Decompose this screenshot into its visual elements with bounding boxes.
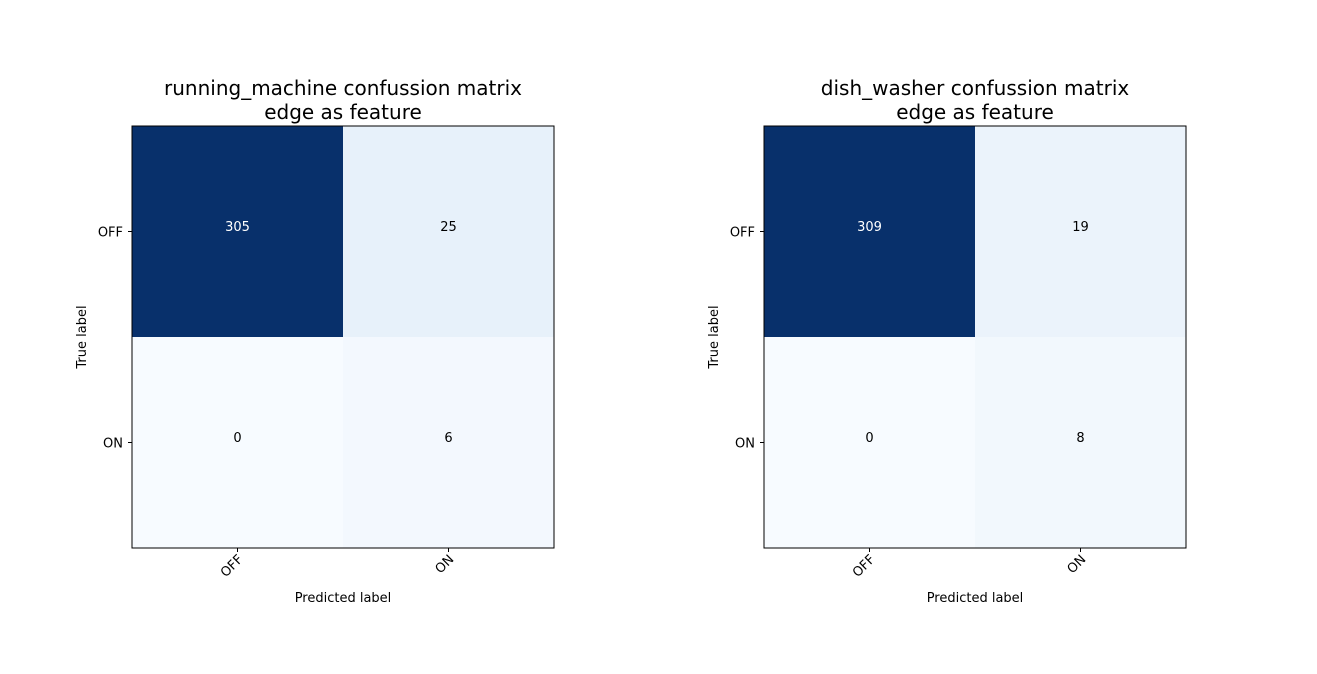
y-tick-label: OFF	[98, 226, 123, 241]
heatmap-cell	[132, 126, 344, 338]
heatmap-cell	[975, 126, 1187, 338]
x-tick-label: ON	[1065, 552, 1090, 577]
cell-value-label: 8	[1076, 431, 1084, 446]
cell-value-label: 0	[233, 431, 241, 446]
cell-value-label: 19	[1072, 220, 1089, 235]
panel-dish-washer: dish_washer confussion matrix edge as fe…	[707, 76, 1187, 606]
heatmap-cell	[343, 337, 555, 549]
y-axis-label: True label	[707, 305, 722, 369]
heatmap-cell	[343, 126, 555, 338]
x-axis-label: Predicted label	[295, 591, 392, 606]
heatmap-cell	[975, 337, 1187, 549]
x-tick-label: OFF	[218, 552, 246, 580]
heatmap-cell	[764, 126, 976, 338]
cell-value-label: 25	[440, 220, 457, 235]
chart-title-line1: running_machine confussion matrix	[164, 76, 522, 100]
x-tick-label: ON	[433, 552, 458, 577]
cell-value-label: 0	[865, 431, 873, 446]
y-axis-label: True label	[75, 305, 90, 369]
panel-running-machine: running_machine confussion matrix edge a…	[75, 76, 555, 606]
chart-title-line2: edge as feature	[264, 100, 422, 124]
plot-frame	[763, 125, 1187, 549]
plot-frame	[131, 125, 555, 549]
heatmap-cells: 309 19 0 8	[764, 126, 1187, 549]
chart-title-line2: edge as feature	[896, 100, 1054, 124]
cell-value-label: 309	[857, 220, 882, 235]
heatmap-cell	[132, 337, 344, 549]
x-axis-label: Predicted label	[927, 591, 1024, 606]
heatmap-cell	[764, 337, 976, 549]
y-tick-label: ON	[103, 437, 123, 452]
y-tick-label: ON	[735, 437, 755, 452]
x-tick-label: OFF	[850, 552, 878, 580]
y-tick-label: OFF	[730, 226, 755, 241]
heatmap-cells: 305 25 0 6	[132, 126, 555, 549]
chart-title-line1: dish_washer confussion matrix	[821, 76, 1130, 100]
cell-value-label: 305	[225, 220, 250, 235]
cell-value-label: 6	[444, 431, 452, 446]
